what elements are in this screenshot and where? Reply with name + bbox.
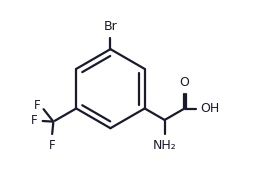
Text: O: O bbox=[179, 76, 189, 89]
Text: NH₂: NH₂ bbox=[153, 139, 176, 152]
Text: Br: Br bbox=[104, 20, 117, 33]
Text: OH: OH bbox=[200, 102, 219, 115]
Text: F: F bbox=[48, 139, 55, 152]
Text: F: F bbox=[31, 114, 38, 127]
Text: F: F bbox=[34, 99, 40, 112]
